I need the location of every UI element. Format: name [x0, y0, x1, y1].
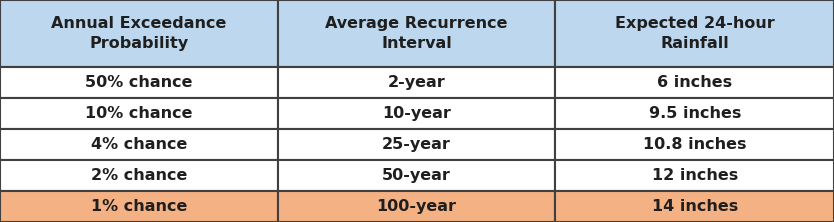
Bar: [555, 0, 834, 67]
Text: 12 inches: 12 inches: [651, 168, 738, 183]
Bar: [0, 160, 278, 191]
Bar: [278, 129, 555, 160]
Bar: [0, 191, 278, 222]
Bar: [278, 160, 555, 191]
Bar: [555, 191, 834, 222]
Bar: [555, 67, 834, 98]
Bar: [278, 191, 555, 222]
Bar: [0, 0, 278, 67]
Bar: [278, 67, 555, 98]
Text: 2-year: 2-year: [388, 75, 445, 90]
Bar: [555, 160, 834, 191]
Text: 2% chance: 2% chance: [91, 168, 187, 183]
Text: 100-year: 100-year: [377, 199, 456, 214]
Text: 10-year: 10-year: [382, 106, 451, 121]
Bar: [0, 67, 278, 98]
Bar: [0, 98, 278, 129]
Text: Expected 24-hour
Rainfall: Expected 24-hour Rainfall: [615, 16, 775, 51]
Text: 50% chance: 50% chance: [85, 75, 193, 90]
Text: Average Recurrence
Interval: Average Recurrence Interval: [325, 16, 508, 51]
Bar: [0, 129, 278, 160]
Bar: [555, 129, 834, 160]
Text: 50-year: 50-year: [382, 168, 451, 183]
Text: 4% chance: 4% chance: [91, 137, 187, 152]
Text: 14 inches: 14 inches: [651, 199, 738, 214]
Text: Annual Exceedance
Probability: Annual Exceedance Probability: [51, 16, 227, 51]
Text: 10.8 inches: 10.8 inches: [643, 137, 746, 152]
Bar: [555, 98, 834, 129]
Bar: [278, 98, 555, 129]
Text: 25-year: 25-year: [382, 137, 451, 152]
Text: 6 inches: 6 inches: [657, 75, 732, 90]
Text: 10% chance: 10% chance: [85, 106, 193, 121]
Text: 1% chance: 1% chance: [91, 199, 187, 214]
Bar: [278, 0, 555, 67]
Text: 9.5 inches: 9.5 inches: [649, 106, 741, 121]
